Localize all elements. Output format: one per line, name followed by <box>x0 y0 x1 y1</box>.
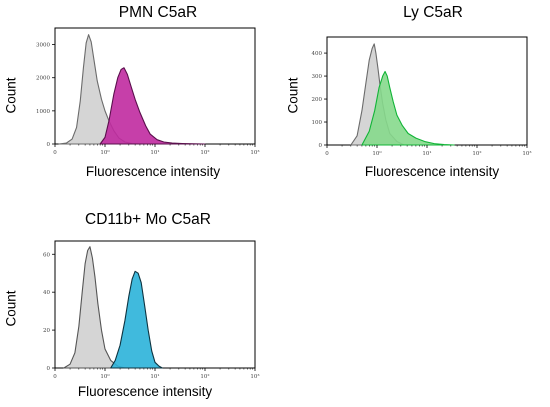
x-tick-label: 10² <box>200 373 209 380</box>
x-tick-label: 10⁰ <box>100 373 110 380</box>
y-tick-label: 0 <box>319 143 323 149</box>
histogram-plot: 0 10⁰ 10¹ 10² 10³ 0 1000 2000 3000 <box>36 27 260 156</box>
histogram-plot: 0 10⁰ 10¹ 10² 10³ 0 100 200 300 400 <box>312 36 532 157</box>
histogram-plot: 0 10⁰ 10¹ 10² 10³ 0 20 40 60 <box>43 240 260 380</box>
x-axis-label: Fluorescence intensity <box>364 164 500 179</box>
y-tick-label: 3000 <box>36 43 50 49</box>
x-tick-label: 0 <box>325 151 329 157</box>
y-tick-label: 2000 <box>36 76 50 82</box>
x-tick-label: 10² <box>472 150 481 157</box>
y-tick-label: 20 <box>43 328 50 334</box>
chart-title: Ly C5aR <box>403 4 463 21</box>
x-tick-label: 10² <box>200 149 209 156</box>
y-tick-label: 100 <box>312 120 323 126</box>
y-tick-label: 0 <box>47 142 51 148</box>
x-tick-label: 10¹ <box>150 373 159 380</box>
histogram-series-2 <box>110 270 163 369</box>
chart-title: PMN C5aR <box>118 4 198 21</box>
histogram-series-2 <box>99 67 206 145</box>
y-tick-label: 40 <box>43 290 50 296</box>
y-tick-label: 1000 <box>36 109 50 115</box>
x-axis-label: Fluorescence intensity <box>85 164 221 179</box>
chart-title: CD11b+ Mo C5aR <box>85 211 211 228</box>
y-tick-label: 0 <box>47 366 51 372</box>
x-tick-label: 0 <box>53 150 57 156</box>
plot-frame <box>326 36 528 146</box>
x-tick-label: 10⁰ <box>372 150 382 157</box>
x-tick-label: 10⁰ <box>100 149 110 156</box>
y-tick-label: 400 <box>312 51 323 57</box>
chart-panel-cd11b-mo: CD11b+ Mo C5aR Count Fluorescence intens… <box>0 207 275 407</box>
x-tick-label: 10¹ <box>422 150 431 157</box>
x-tick-label: 10¹ <box>150 149 159 156</box>
x-tick-label: 10³ <box>250 373 259 380</box>
chart-panel-ly: Ly C5aR Count Fluorescence intensity 0 10… <box>275 0 550 200</box>
x-axis-label: Fluorescence intensity <box>77 384 213 399</box>
histogram-series-2 <box>361 70 455 146</box>
y-tick-label: 60 <box>43 252 50 258</box>
histogram-series-1 <box>63 246 126 369</box>
y-tick-label: 300 <box>312 74 323 80</box>
x-tick-label: 0 <box>53 374 57 380</box>
x-tick-label: 10³ <box>522 150 531 157</box>
x-tick-label: 10³ <box>250 149 259 156</box>
y-tick-label: 200 <box>312 97 323 103</box>
